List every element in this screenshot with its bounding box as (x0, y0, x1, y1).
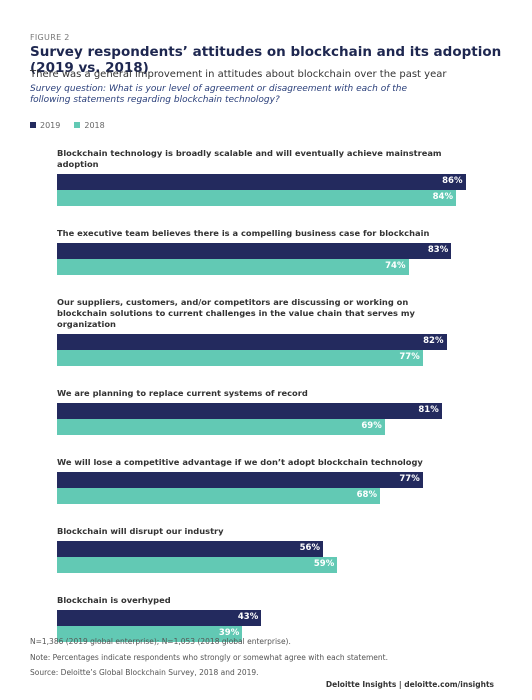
value-label: 86% (442, 176, 463, 186)
note: Note: Percentages indicate respondents w… (30, 652, 388, 662)
value-label: 69% (361, 421, 382, 431)
bar: 83% (57, 243, 452, 259)
category-label: Blockchain technology is broadly scalabl… (57, 148, 442, 169)
credit: Deloitte Insights | deloitte.com/insight… (325, 680, 494, 689)
legend-label: 2018 (84, 121, 105, 130)
bar: 56% (57, 541, 323, 557)
chart-title: Survey respondents’ attitudes on blockch… (30, 44, 502, 76)
question: Survey question: What is your level of a… (30, 84, 407, 105)
bar: 84% (57, 190, 456, 206)
bar: 43% (57, 610, 262, 626)
notes: N=1,386 (2019 global enterprise); N=1,05… (30, 634, 388, 681)
category-label: Blockchain is overhyped (57, 595, 171, 605)
value-label: 43% (237, 612, 259, 622)
category-label: Blockchain will disrupt our industry (57, 526, 224, 536)
bar: 74% (57, 259, 409, 275)
category-label: The executive team believes there is a c… (57, 228, 430, 238)
bar: 86% (57, 174, 466, 190)
value-label: 81% (418, 405, 439, 415)
note: N=1,386 (2019 global enterprise); N=1,05… (30, 637, 291, 646)
value-label: 59% (313, 559, 335, 569)
legend-item: 2019 (30, 121, 60, 130)
value-label: 74% (385, 261, 406, 271)
legend-item: 2018 (74, 121, 105, 130)
figure-label: FIGURE 2 (30, 33, 70, 42)
legend-swatch (30, 122, 36, 128)
bar: 68% (57, 488, 380, 504)
bar: 77% (57, 472, 423, 488)
legend-swatch (74, 122, 81, 128)
bar-group: We are planning to replace current syste… (57, 388, 497, 435)
value-label: 56% (299, 543, 320, 553)
value-label: 84% (432, 192, 453, 202)
value-label: 68% (356, 490, 377, 500)
bar: 81% (57, 403, 442, 419)
bar-group: The executive team believes there is a c… (57, 228, 497, 275)
category-label: Our suppliers, customers, and/or competi… (57, 297, 415, 329)
subtitle: There was a general improvement in attit… (30, 69, 447, 80)
bar-group: Blockchain will disrupt our industry 56% 5… (57, 526, 497, 573)
legend: 2019 2018 (30, 121, 105, 130)
bar: 69% (57, 419, 385, 435)
bar: 77% (57, 350, 423, 366)
category-label: We are planning to replace current syste… (57, 388, 308, 398)
value-label: 77% (399, 474, 420, 484)
legend-label: 2019 (40, 121, 61, 130)
value-label: 82% (423, 336, 444, 346)
bar-group: Our suppliers, customers, and/or competi… (57, 297, 497, 366)
bar: 82% (57, 334, 447, 350)
bar-group: Blockchain is overhyped 43% 39% (57, 595, 497, 642)
bar: 59% (57, 557, 338, 573)
category-label: We will lose a competitive advantage if … (57, 457, 423, 467)
value-label: 77% (399, 352, 420, 362)
plot: Blockchain technology is broadly scalabl… (57, 148, 497, 664)
note: Source: Deloitte’s Global Blockchain Sur… (30, 668, 259, 677)
value-label: 39% (218, 628, 240, 638)
bar-group: Blockchain technology is broadly scalabl… (57, 148, 497, 206)
bar: 39% (57, 626, 243, 642)
value-label: 83% (427, 245, 449, 255)
bar-group: We will lose a competitive advantage if … (57, 457, 497, 504)
